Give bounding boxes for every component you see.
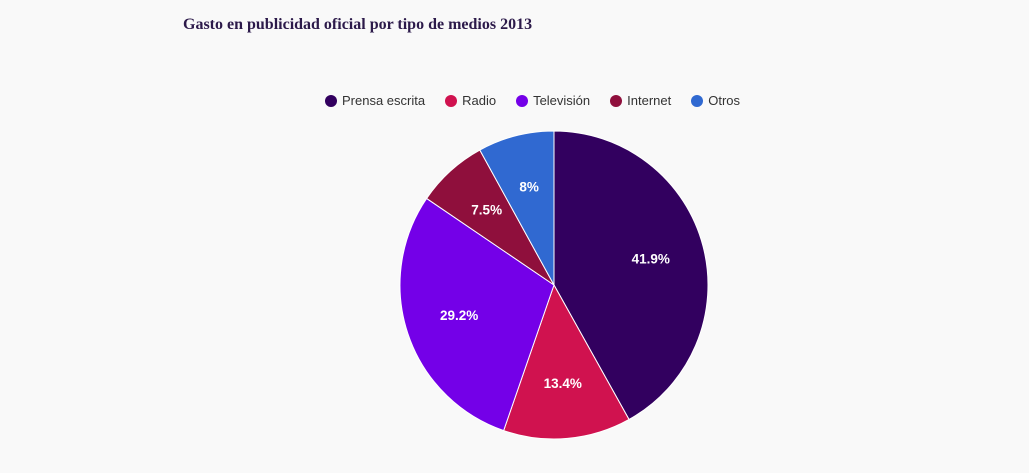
legend-item-prensa-escrita[interactable]: Prensa escrita — [325, 93, 425, 108]
legend-swatch — [325, 94, 337, 107]
legend-label: Otros — [708, 93, 741, 108]
slice-data-label: 41.9% — [632, 251, 670, 266]
legend-swatch — [516, 94, 529, 107]
legend-item-internet[interactable]: Internet — [610, 93, 671, 108]
legend-label: Radio — [462, 93, 497, 108]
legend-swatch — [691, 94, 704, 107]
slice-data-label: 29.2% — [440, 308, 478, 323]
pie-slice-prensa-escrita[interactable] — [553, 130, 709, 421]
pie-slice-radio[interactable] — [503, 283, 630, 440]
legend-swatch — [610, 94, 623, 107]
legend-label: Prensa escrita — [342, 93, 426, 108]
slice-data-label: 13.4% — [544, 376, 582, 391]
chart-legend: Prensa escrita Radio Televisión Internet… — [325, 93, 760, 108]
legend-item-radio[interactable]: Radio — [445, 93, 496, 108]
legend-item-television[interactable]: Televisión — [516, 93, 590, 108]
legend-swatch — [445, 94, 458, 107]
pie-slice-televisi-n[interactable] — [399, 197, 555, 432]
slice-data-label: 7.5% — [471, 203, 502, 218]
chart-title: Gasto en publicidad oficial por tipo de … — [183, 16, 533, 33]
legend-label: Internet — [627, 93, 672, 108]
slice-data-label: 8% — [519, 180, 539, 195]
legend-label: Televisión — [533, 93, 591, 108]
pie-slice-otros[interactable] — [479, 130, 555, 286]
legend-item-otros[interactable]: Otros — [691, 93, 740, 108]
